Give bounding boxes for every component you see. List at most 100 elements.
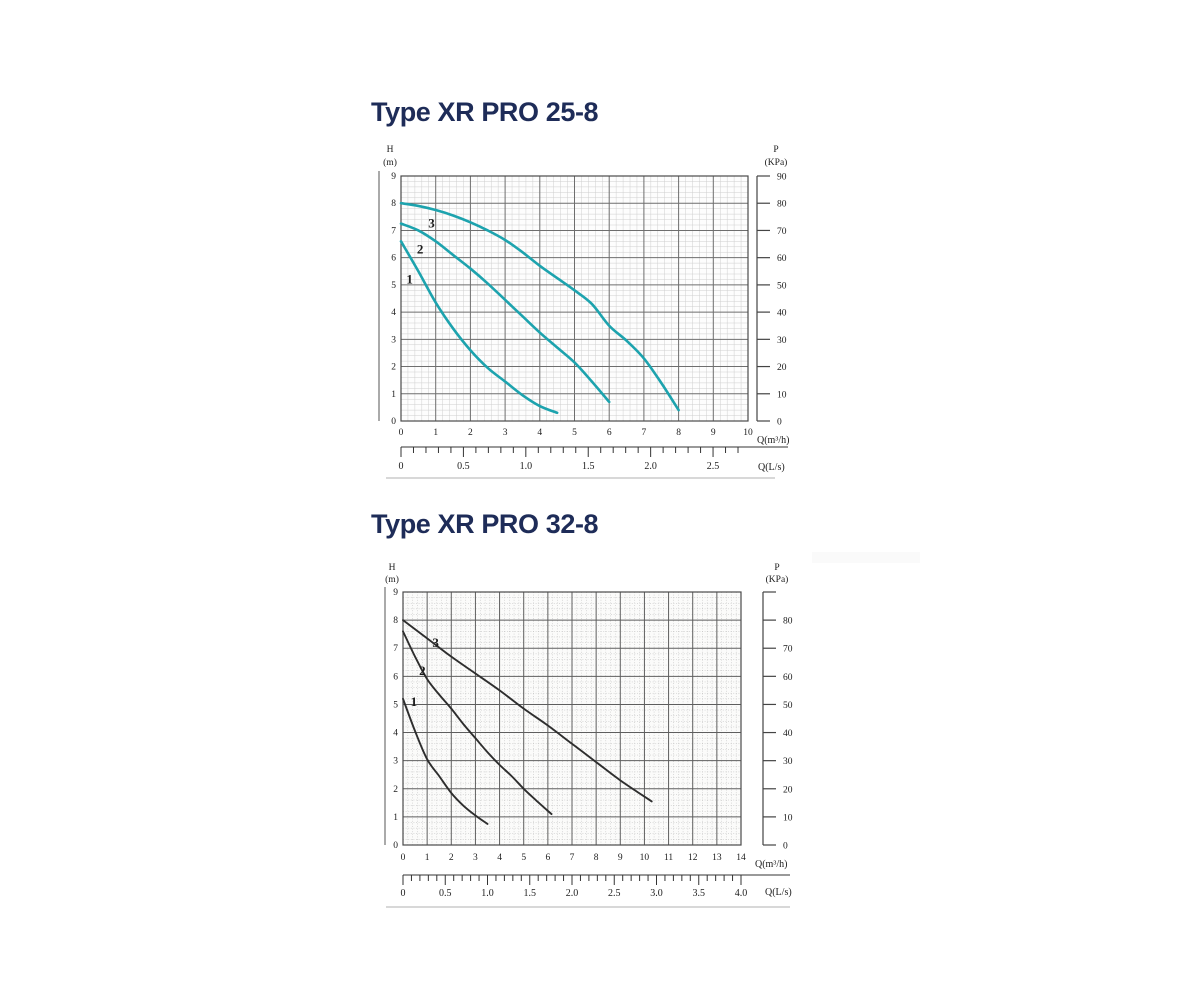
svg-text:9: 9 [391,172,396,182]
svg-text:P: P [773,145,778,155]
svg-text:4: 4 [393,729,398,739]
svg-text:13: 13 [712,853,722,863]
svg-text:10: 10 [777,390,787,400]
svg-text:5: 5 [521,853,526,863]
svg-text:1.5: 1.5 [524,888,537,899]
svg-text:80: 80 [783,617,793,627]
svg-text:3: 3 [391,335,396,345]
svg-text:0: 0 [393,841,398,851]
svg-text:1: 1 [425,853,430,863]
svg-text:50: 50 [777,281,787,291]
svg-text:60: 60 [783,673,793,683]
svg-text:10: 10 [640,853,650,863]
svg-text:7: 7 [642,428,647,438]
svg-text:1: 1 [411,694,418,709]
pump-curve-figure-32-8: 1 2 3 0 1 2 3 4 5 6 7 8 9 H (m) 80 70 60 50 40 30 20 10 0 P (KPa)… [368,550,818,915]
svg-text:9: 9 [711,428,716,438]
svg-text:2: 2 [417,242,424,257]
svg-text:(m): (m) [383,157,397,168]
svg-text:2.5: 2.5 [707,461,720,472]
svg-text:6: 6 [607,428,612,438]
svg-text:10: 10 [783,813,793,823]
svg-text:6: 6 [393,672,398,682]
svg-text:6: 6 [545,853,550,863]
page-title-xr-pro-25-8: Type XR PRO 25-8 [371,97,599,127]
svg-text:90: 90 [777,173,787,183]
svg-text:4: 4 [497,853,502,863]
svg-text:0: 0 [399,428,404,438]
svg-text:20: 20 [777,363,787,373]
svg-text:5: 5 [391,281,396,291]
svg-text:8: 8 [676,428,681,438]
svg-text:0: 0 [401,853,406,863]
svg-text:5: 5 [393,700,398,710]
svg-text:2: 2 [419,663,426,678]
svg-text:1: 1 [406,272,413,287]
svg-text:2: 2 [391,363,396,373]
svg-text:Q(L/s): Q(L/s) [758,462,785,473]
svg-text:3: 3 [473,853,478,863]
svg-text:1.5: 1.5 [582,461,595,472]
svg-text:14: 14 [736,853,746,863]
svg-text:6: 6 [391,254,396,264]
svg-text:2.5: 2.5 [608,888,621,899]
svg-text:3: 3 [503,428,508,438]
pump-curve-chart-25-8: 1230123456789H(m)9080706050403020100P(KP… [378,145,789,479]
svg-text:50: 50 [783,701,793,711]
svg-text:0.5: 0.5 [439,888,452,899]
svg-text:3: 3 [428,216,435,231]
svg-text:9: 9 [618,853,623,863]
svg-text:2: 2 [468,428,473,438]
svg-text:0.5: 0.5 [457,461,470,472]
svg-text:60: 60 [777,254,787,264]
svg-text:0: 0 [783,842,788,852]
svg-text:40: 40 [783,729,793,739]
svg-text:8: 8 [391,199,396,209]
svg-text:8: 8 [594,853,599,863]
page-title-xr-pro-32-8: Type XR PRO 32-8 [371,509,599,539]
svg-text:Q(m³/h): Q(m³/h) [757,435,789,446]
svg-text:3: 3 [393,757,398,767]
svg-text:2: 2 [393,785,398,795]
pump-curve-figure-25-8: 1 2 3 0 1 2 3 4 5 6 7 8 9 H (m) 90 80 70 60 50 40 30 20 10 0 P (KP… [368,138,818,488]
svg-text:(KPa): (KPa) [765,157,788,168]
svg-text:8: 8 [393,616,398,626]
svg-text:2.0: 2.0 [566,888,579,899]
svg-text:(m): (m) [385,574,399,585]
svg-text:0: 0 [391,417,396,427]
svg-text:70: 70 [783,645,793,655]
pump-curve-chart-32-8: 1230123456789H(m)80706050403020100P(KPa)… [384,563,793,908]
svg-text:(KPa): (KPa) [766,574,789,585]
svg-text:Q(L/s): Q(L/s) [765,887,792,898]
svg-text:1.0: 1.0 [520,461,533,472]
svg-text:3: 3 [432,635,439,650]
svg-text:7: 7 [570,853,575,863]
svg-text:4: 4 [391,308,396,318]
svg-text:12: 12 [688,853,698,863]
svg-text:H: H [387,145,394,155]
svg-text:9: 9 [393,588,398,598]
svg-text:20: 20 [783,785,793,795]
svg-text:3.5: 3.5 [693,888,706,899]
svg-text:1.0: 1.0 [481,888,494,899]
svg-text:2.0: 2.0 [644,461,657,472]
svg-text:H: H [389,563,396,573]
svg-text:40: 40 [777,309,787,319]
svg-text:80: 80 [777,200,787,210]
svg-text:1: 1 [391,390,396,400]
svg-text:7: 7 [391,226,396,236]
svg-text:30: 30 [777,336,787,346]
svg-text:P: P [774,563,779,573]
svg-text:Q(m³/h): Q(m³/h) [755,859,787,870]
svg-text:30: 30 [783,757,793,767]
svg-text:3.0: 3.0 [650,888,663,899]
svg-text:0: 0 [399,461,404,472]
svg-text:10: 10 [743,428,753,438]
svg-text:5: 5 [572,428,577,438]
svg-text:1: 1 [393,813,398,823]
scan-artifact [812,552,920,563]
svg-text:7: 7 [393,644,398,654]
svg-text:0: 0 [401,888,406,899]
svg-text:2: 2 [449,853,454,863]
